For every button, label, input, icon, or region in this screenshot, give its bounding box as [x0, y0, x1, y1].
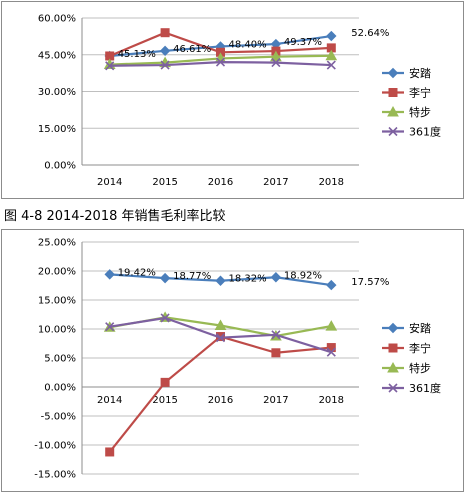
y-tick-label: 60.00%	[38, 14, 76, 25]
data-point	[105, 322, 115, 332]
legend-label: 361度	[409, 381, 441, 395]
y-tick-label: 10.00%	[38, 325, 76, 336]
data-label: 46.61%	[173, 44, 211, 55]
legend-item: 特步	[382, 105, 431, 119]
x-tick-label: 2015	[152, 395, 177, 406]
legend-item: 361度	[382, 125, 441, 139]
y-tick-label: 20.00%	[38, 267, 76, 278]
data-point	[325, 320, 338, 331]
y-tick-label: -5.00%	[41, 412, 76, 423]
legend-label: 安踏	[409, 66, 431, 80]
data-point	[159, 45, 171, 57]
data-point	[104, 269, 115, 280]
legend-label: 特步	[409, 361, 431, 375]
x-tick-label: 2018	[319, 177, 344, 188]
legend-marker	[387, 322, 399, 334]
data-label: 48.40%	[229, 39, 267, 50]
gross-margin-chart-top: 0.00% 15.00% 30.00% 45.00% 60.00% 2014 2015 201…	[0, 0, 464, 200]
data-label: 45.13%	[118, 49, 156, 60]
data-point	[270, 272, 282, 283]
legend-marker	[387, 105, 399, 117]
series-361度	[105, 57, 336, 71]
data-label: 18.77%	[173, 271, 211, 282]
data-point	[215, 275, 226, 286]
y-tick-label: -15.00%	[34, 470, 76, 481]
x-tick-label: 2016	[208, 177, 233, 188]
legend-item: 安踏	[382, 66, 431, 80]
data-point	[105, 447, 115, 457]
data-point	[160, 28, 170, 38]
data-point	[215, 333, 226, 343]
legend-label: 安踏	[409, 321, 431, 335]
figure-caption: 图 4-8 2014-2018 年销售毛利率比较	[4, 209, 226, 224]
gross-margin-chart-bottom: -15.00% -10.00% -5.00% 0.00% 5.00% 10.00% 15.0…	[0, 228, 464, 493]
legend-item: 361度	[382, 381, 441, 395]
y-tick-label: 5.00%	[44, 354, 76, 365]
data-point	[326, 279, 337, 291]
data-point	[271, 348, 281, 358]
chart-svg-bottom: -15.00% -10.00% -5.00% 0.00% 5.00% 10.00% 15.0…	[1, 229, 464, 492]
legend-marker	[388, 343, 398, 353]
legend-label: 特步	[409, 105, 431, 119]
data-label: 49.37%	[284, 37, 322, 48]
data-point	[326, 347, 336, 357]
legend-item: 安踏	[382, 321, 431, 335]
y-tick-label: 45.00%	[38, 50, 76, 61]
data-point	[160, 377, 170, 387]
series-李宁	[105, 28, 336, 61]
data-label: 17.57%	[351, 277, 389, 288]
series-361度	[105, 313, 336, 357]
data-point	[270, 50, 282, 62]
data-point	[325, 49, 338, 61]
legend-label: 李宁	[409, 341, 431, 355]
y-tick-label: 15.00%	[38, 124, 76, 135]
data-label: 18.92%	[284, 270, 322, 281]
legend-label: 361度	[409, 125, 441, 139]
x-tick-label: 2016	[208, 395, 233, 406]
x-tick-label: 2017	[263, 395, 288, 406]
legend-marker	[387, 361, 399, 373]
legend-item: 特步	[382, 361, 431, 375]
legend-item: 李宁	[382, 341, 431, 355]
y-tick-label: 15.00%	[38, 296, 76, 307]
x-tick-label: 2018	[319, 395, 344, 406]
data-point	[159, 272, 171, 284]
chart-svg-top: 0.00% 15.00% 30.00% 45.00% 60.00% 2014 2015 201…	[1, 1, 464, 199]
data-point	[215, 57, 226, 67]
y-tick-label: 30.00%	[38, 87, 76, 98]
legend-label: 李宁	[409, 86, 431, 100]
data-point	[214, 319, 227, 331]
x-tick-label: 2017	[263, 177, 288, 188]
y-tick-label: 25.00%	[38, 238, 76, 249]
legend-marker	[387, 67, 399, 79]
data-point	[326, 60, 336, 70]
y-tick-label: 0.00%	[44, 161, 76, 172]
data-label: 19.42%	[118, 267, 156, 278]
data-label: 18.32%	[229, 274, 267, 285]
legend-marker	[388, 383, 398, 393]
x-tick-label: 2014	[97, 177, 122, 188]
series-安踏	[104, 269, 337, 291]
data-point	[271, 58, 281, 68]
chart-frame	[1, 1, 464, 199]
data-point	[326, 30, 337, 42]
legend-item: 李宁	[382, 86, 431, 100]
x-tick-label: 2015	[152, 177, 177, 188]
legend-marker	[388, 88, 398, 97]
y-tick-label: 0.00%	[44, 383, 76, 394]
data-point	[160, 60, 170, 70]
x-tick-label: 2014	[97, 395, 122, 406]
data-point	[271, 330, 281, 340]
data-label: 52.64%	[351, 28, 389, 39]
y-tick-label: -10.00%	[34, 441, 76, 452]
data-point	[160, 313, 170, 323]
legend-marker	[388, 126, 398, 137]
chart-frame	[1, 229, 464, 492]
data-point	[105, 61, 115, 71]
